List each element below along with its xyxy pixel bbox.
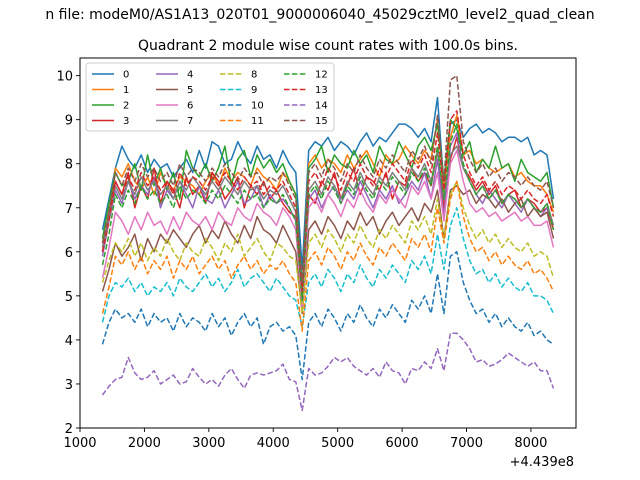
- legend-label-12: 12: [315, 70, 328, 81]
- figure-suptitle: n file: modeM0/AS1A13_020T01_9000006040_…: [45, 7, 594, 23]
- series-line-14: [101, 332, 555, 412]
- series-line-6: [101, 149, 555, 310]
- legend-label-6: 6: [187, 101, 193, 112]
- legend-label-4: 4: [187, 70, 193, 81]
- legend-label-1: 1: [123, 85, 129, 96]
- legend-label-7: 7: [187, 116, 193, 127]
- y-tick-label: 10: [56, 70, 73, 85]
- x-tick-label: 1000: [63, 436, 96, 451]
- legend-label-15: 15: [315, 116, 328, 127]
- legend-label-3: 3: [123, 116, 129, 127]
- x-tick-label: 6000: [386, 436, 419, 451]
- legend-frame: [85, 62, 335, 132]
- y-tick-label: 6: [65, 246, 73, 261]
- y-axis: 2 3 4 5 6 7 8 9 10: [56, 70, 80, 437]
- x-axis-offset-label: +4.439e8: [510, 455, 574, 470]
- series-line-2: [101, 118, 555, 288]
- legend-label-10: 10: [251, 101, 264, 112]
- x-tick-label: 8000: [514, 436, 547, 451]
- x-tick-label: 7000: [450, 436, 483, 451]
- y-tick-label: 3: [65, 378, 73, 393]
- series-line-15: [101, 74, 555, 284]
- chart-title: Quadrant 2 module wise count rates with …: [138, 38, 518, 54]
- y-tick-label: 7: [65, 202, 73, 217]
- axes-frame: [79, 57, 577, 429]
- series-line-5: [101, 184, 555, 315]
- series-line-0: [101, 96, 555, 271]
- y-tick-label: 5: [65, 290, 73, 305]
- legend-label-14: 14: [315, 101, 328, 112]
- x-tick-label: 5000: [321, 436, 354, 451]
- y-tick-label: 9: [65, 114, 73, 129]
- series-lines: [101, 74, 555, 412]
- series-line-7: [101, 145, 555, 297]
- series-line-12: [101, 123, 555, 302]
- x-tick-label: 2000: [128, 436, 161, 451]
- series-line-10: [101, 251, 554, 381]
- y-tick-label: 2: [65, 422, 73, 437]
- series-line-9: [101, 207, 555, 328]
- y-tick-label: 8: [65, 158, 73, 173]
- legend-label-0: 0: [123, 70, 129, 81]
- series-line-13: [101, 110, 555, 293]
- legend-label-2: 2: [123, 101, 129, 112]
- legend-label-9: 9: [251, 85, 257, 96]
- x-tick-label: 4000: [257, 436, 290, 451]
- legend-label-5: 5: [187, 85, 193, 96]
- y-tick-label: 4: [65, 334, 73, 349]
- legend-label-13: 13: [315, 85, 328, 96]
- series-line-3: [101, 136, 555, 297]
- x-tick-label: 3000: [192, 436, 225, 451]
- legend-label-8: 8: [251, 70, 257, 81]
- legend-label-11: 11: [251, 116, 264, 127]
- plot-area: [79, 57, 577, 429]
- x-axis: 1000 2000 3000 4000 5000 6000 7000 8000: [63, 428, 547, 451]
- series-line-11: [101, 180, 555, 332]
- series-line-8: [101, 180, 555, 315]
